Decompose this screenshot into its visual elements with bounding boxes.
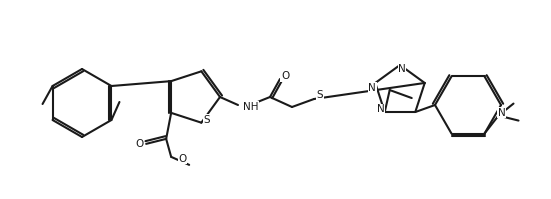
Text: N: N — [398, 64, 406, 74]
Text: O: O — [178, 154, 186, 164]
Text: NH: NH — [243, 102, 258, 112]
Text: O: O — [135, 139, 143, 149]
Text: S: S — [203, 115, 210, 125]
Text: S: S — [317, 90, 323, 100]
Text: N: N — [377, 104, 385, 114]
Text: O: O — [281, 71, 289, 81]
Text: N: N — [369, 83, 376, 93]
Text: N: N — [498, 108, 505, 118]
